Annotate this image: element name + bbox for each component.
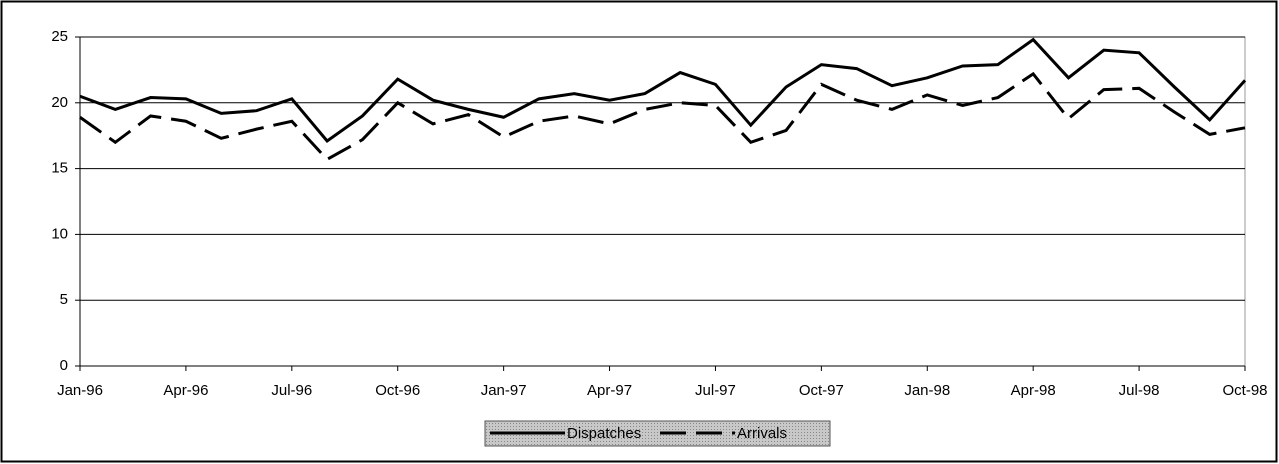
legend-label: Dispatches <box>567 425 641 442</box>
x-tick-label: Apr-96 <box>163 382 208 399</box>
x-tick-label: Oct-98 <box>1222 382 1267 399</box>
x-tick-label: Oct-96 <box>375 382 420 399</box>
x-tick-label: Apr-98 <box>1011 382 1056 399</box>
y-tick-label: 5 <box>60 291 68 308</box>
y-tick-label: 20 <box>51 94 68 111</box>
x-tick-label: Apr-97 <box>587 382 632 399</box>
y-tick-label: 25 <box>51 28 68 45</box>
x-tick-label: Oct-97 <box>799 382 844 399</box>
x-tick-label: Jul-97 <box>695 382 736 399</box>
y-tick-label: 15 <box>51 160 68 177</box>
legend-label: Arrivals <box>737 425 787 442</box>
legend: Dispatches Arrivals <box>484 420 831 447</box>
x-tick-label: Jan-98 <box>904 382 950 399</box>
x-tick-label: Jul-98 <box>1119 382 1160 399</box>
x-tick-label: Jan-96 <box>57 382 103 399</box>
series-line <box>79 71 1246 162</box>
plot-area <box>79 36 1246 367</box>
y-tick-label: 10 <box>51 225 68 242</box>
series-line <box>79 37 1247 143</box>
x-tick-label: Jul-96 <box>271 382 312 399</box>
y-tick-label: 0 <box>60 357 68 374</box>
x-tick-label: Jan-97 <box>481 382 527 399</box>
